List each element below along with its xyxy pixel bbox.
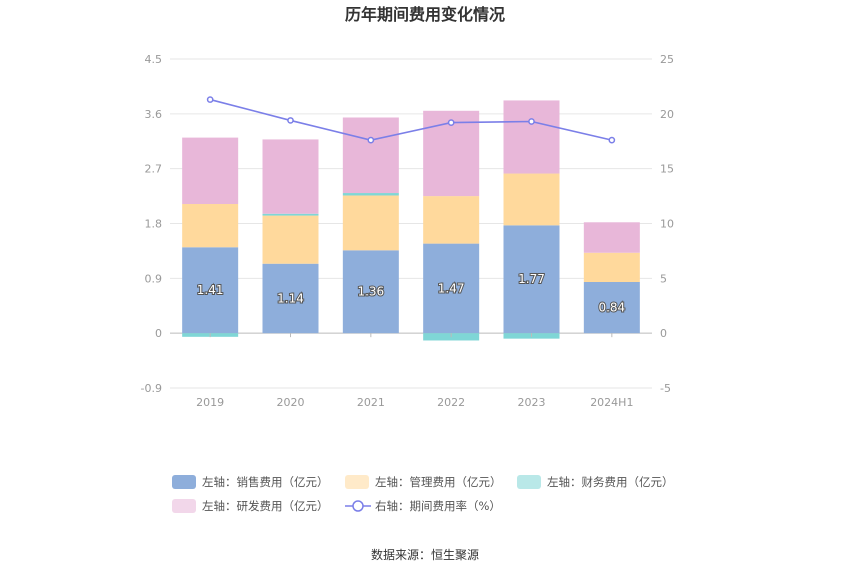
left-tick-label: 0.9 [145,272,163,285]
right-tick-label: 5 [660,272,667,285]
x-tick-label: 2022 [437,396,465,409]
legend-label: 左轴：管理费用（亿元） [375,475,502,489]
legend-swatch [172,499,196,513]
left-tick-label: 4.5 [145,53,163,66]
bar-segment [342,193,399,196]
bar-value-label: 1.77 [518,272,545,286]
rate-point [287,117,294,124]
bar-segment [262,213,319,216]
left-tick-label: 0 [155,327,162,340]
bar-segment [503,100,560,174]
right-tick-label: -5 [660,382,671,395]
bar-segment [583,252,640,282]
bar-segment [182,137,239,205]
line-series [206,96,616,144]
legend-swatch [345,475,369,489]
left-tick-label: 2.7 [145,163,163,176]
bar-value-label: 1.14 [277,291,304,305]
bar-segment [423,196,480,244]
rate-point [608,136,616,144]
bar-value-label: 1.36 [357,285,384,299]
bar-segment [182,204,239,248]
bar-value-label: 1.41 [197,283,224,297]
bar-value-label: 0.84 [598,301,625,315]
x-axis: 2019 2020 2021 2022 2023 2024H1 [196,333,633,409]
x-tick-label: 2023 [518,396,546,409]
right-axis: 25 20 15 10 5 0 -5 [660,53,674,395]
legend-swatch [517,475,541,489]
bar-segment [503,173,560,226]
bar-segment [262,139,319,214]
right-tick-label: 20 [660,108,674,121]
bars [182,100,640,341]
chart-title: 历年期间费用变化情况 [345,5,505,24]
legend-label: 右轴：期间费用率（%） [375,499,501,513]
rate-point [447,119,455,126]
bar-segment [342,195,399,251]
right-tick-label: 15 [660,163,674,176]
source-note: 数据来源：恒生聚源 [371,547,479,562]
bar-segment [583,222,640,253]
rate-point [367,136,375,144]
bar-segment [262,215,319,264]
left-tick-label: -0.9 [141,382,162,395]
legend-label: 左轴：销售费用（亿元） [202,475,329,489]
bar-segment [182,247,239,334]
rate-point [528,118,535,125]
bar-segment [503,225,560,334]
right-tick-label: 0 [660,327,667,340]
bar-segment [342,117,399,194]
legend: 左轴：销售费用（亿元） 左轴：管理费用（亿元） 左轴：财务费用（亿元） 左轴：研发费用… [172,475,674,513]
grid [170,58,652,389]
x-tick-label: 2024H1 [590,396,633,409]
rate-line [209,98,613,141]
bar-segment [583,281,640,334]
right-tick-label: 25 [660,53,674,66]
left-tick-label: 3.6 [145,108,163,121]
bar-segment [262,263,319,334]
x-tick-label: 2019 [196,396,224,409]
rate-point [206,96,214,103]
left-axis: 4.5 3.6 2.7 1.8 0.9 0 -0.9 [141,53,162,395]
x-tick-label: 2021 [357,396,385,409]
bar-labels: 1.41 1.14 1.36 1.47 1.77 0.84 [196,271,626,315]
legend-label: 左轴：财务费用（亿元） [547,475,674,489]
bar-value-label: 1.47 [438,281,465,295]
legend-swatch [172,475,196,489]
left-tick-label: 1.8 [145,218,163,231]
bar-segment [423,243,480,334]
legend-label: 左轴：研发费用（亿元） [202,499,329,513]
bar-segment [342,250,399,334]
right-tick-label: 10 [660,218,674,231]
legend-marker [352,500,364,512]
x-tick-label: 2020 [277,396,305,409]
